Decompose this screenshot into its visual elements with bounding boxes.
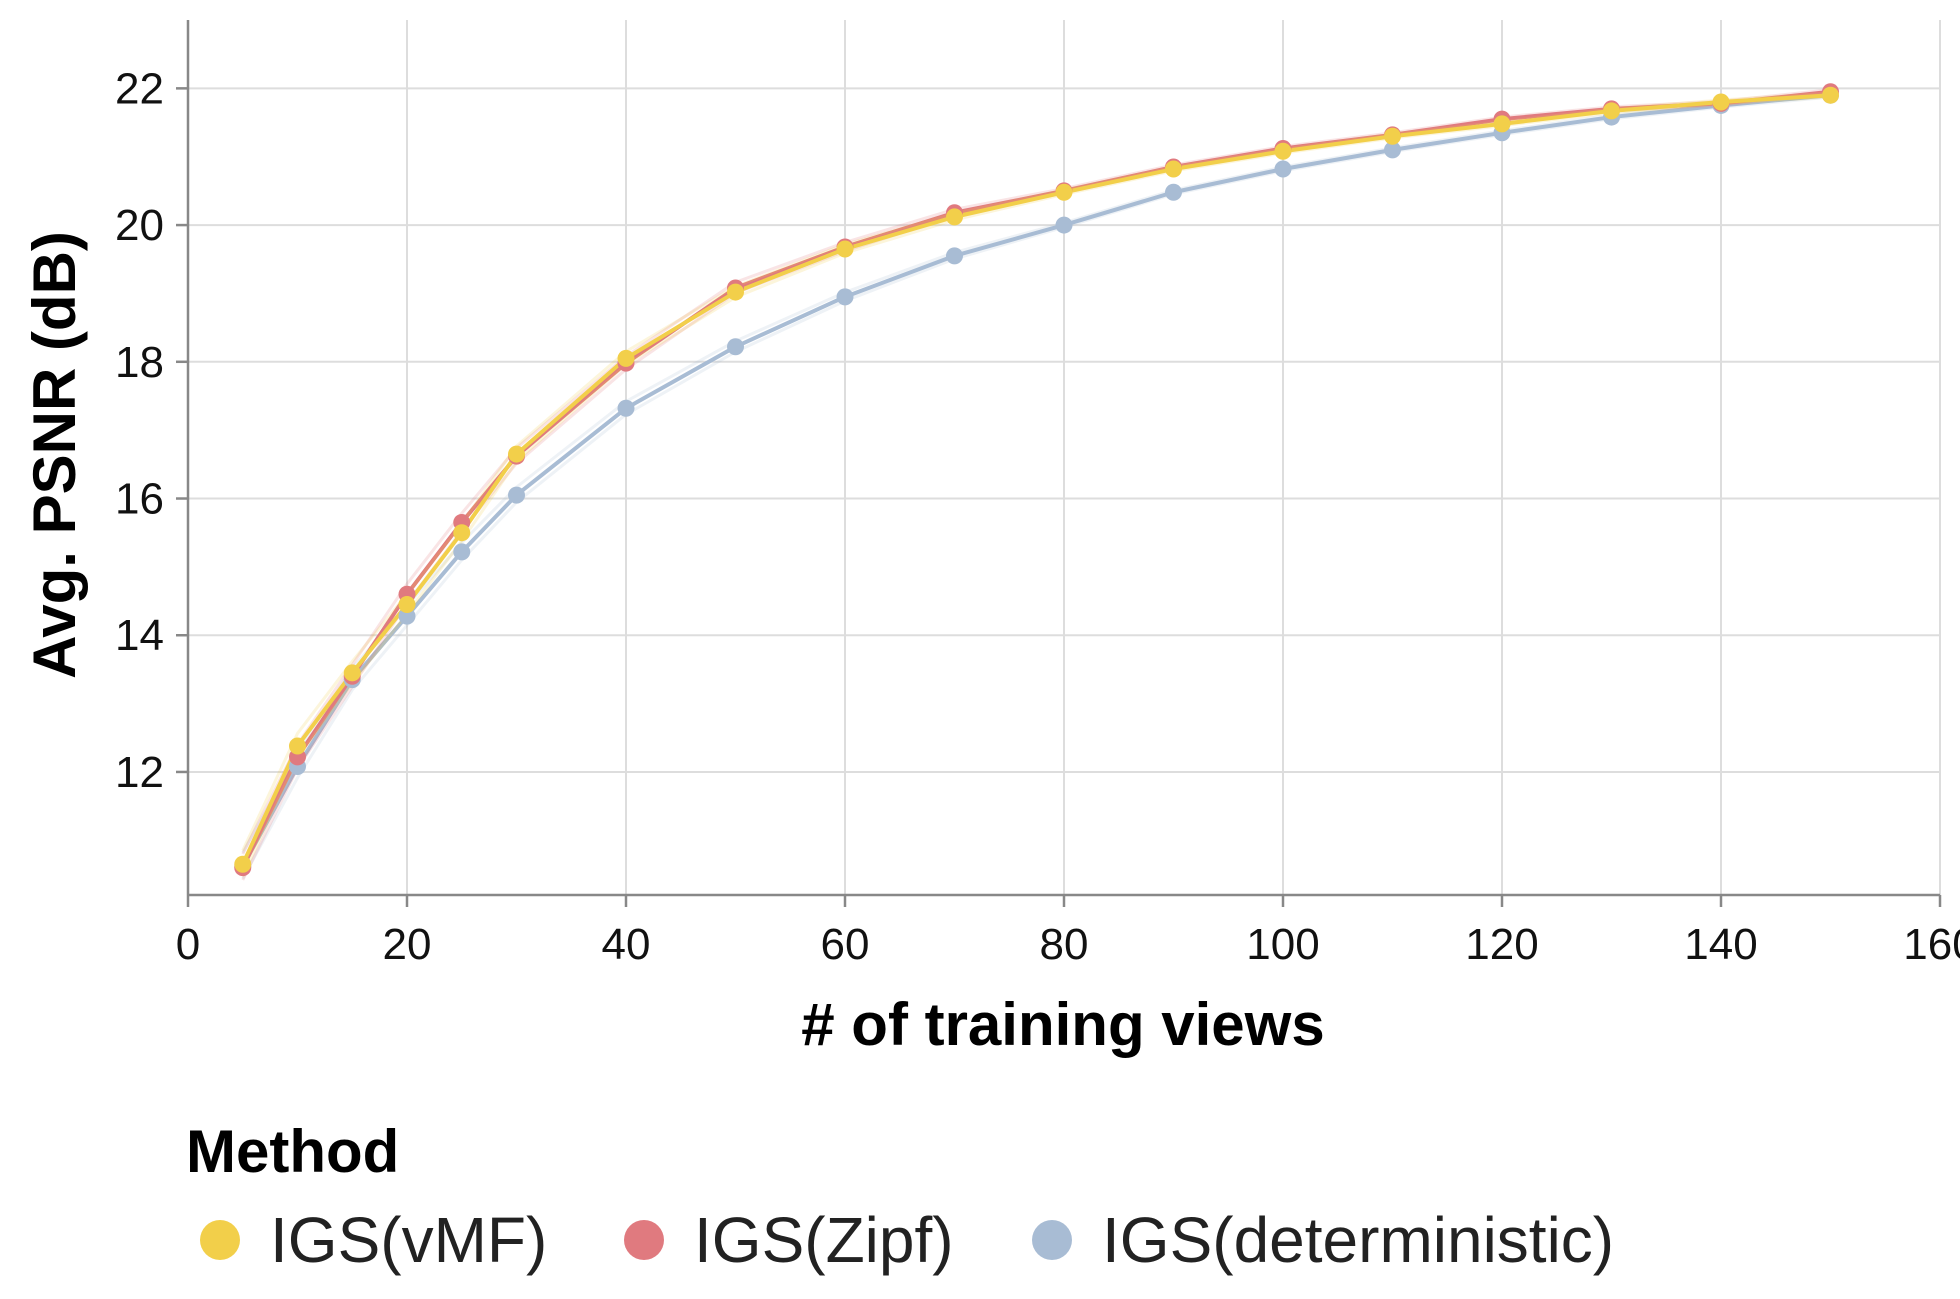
y-tick-label: 20 (115, 201, 164, 250)
y-tick-label: 12 (115, 748, 164, 797)
data-point-igs-vmf (343, 664, 361, 682)
series-run-igs-vmf (241, 95, 1831, 878)
legend-label-igs-deterministic: IGS(deterministic) (1102, 1204, 1614, 1276)
legend-label-igs-vmf: IGS(vMF) (270, 1204, 547, 1276)
y-tick-label: 16 (115, 475, 164, 524)
data-point-igs-deterministic (617, 399, 635, 417)
data-point-igs-vmf (1493, 115, 1511, 133)
data-point-igs-vmf (836, 240, 854, 258)
x-tick-label: 120 (1465, 920, 1538, 969)
x-tick-label: 100 (1246, 920, 1319, 969)
series-line-igs-deterministic (240, 93, 1831, 868)
series-line-igs-vmf (240, 93, 1831, 866)
legend-swatch-igs-deterministic (1032, 1220, 1072, 1260)
legend: Method IGS(vMF) IGS(Zipf) IGS(deterministi… (186, 1118, 1614, 1276)
data-point-igs-deterministic (398, 607, 416, 625)
data-point-igs-deterministic (1165, 183, 1182, 201)
data-point-igs-vmf (1055, 183, 1073, 201)
y-tick-label: 18 (115, 338, 164, 387)
series-lines (240, 88, 1831, 881)
series-run-igs-zipf (241, 92, 1831, 881)
series-line-igs-zipf (240, 89, 1831, 869)
data-point-igs-deterministic (453, 543, 471, 561)
data-point-igs-deterministic (1384, 141, 1401, 159)
data-point-igs-vmf (1712, 93, 1730, 111)
data-point-igs-deterministic (946, 247, 963, 265)
legend-label-igs-zipf: IGS(Zipf) (694, 1204, 954, 1276)
series-points (234, 83, 1839, 877)
x-tick-label: 140 (1684, 920, 1757, 969)
x-tick-label: 0 (176, 920, 200, 969)
data-point-igs-vmf (508, 445, 525, 463)
legend-swatch-igs-zipf (624, 1220, 664, 1260)
data-point-igs-deterministic (508, 486, 525, 504)
tick-labels: 0 20 40 60 80 100 120 140 160 12 14 16 18 20 22 (115, 64, 1960, 969)
data-point-igs-vmf (1384, 127, 1401, 145)
x-tick-label: 60 (821, 920, 870, 969)
legend-title: Method (186, 1118, 399, 1185)
y-tick-label: 14 (115, 611, 164, 660)
x-tick-label: 40 (602, 920, 651, 969)
data-point-igs-deterministic (836, 288, 854, 306)
x-tick-label: 20 (383, 920, 432, 969)
data-point-igs-vmf (453, 524, 471, 542)
data-point-igs-vmf (1274, 142, 1292, 160)
y-tick-label: 22 (115, 64, 164, 113)
data-point-igs-vmf (727, 283, 744, 301)
grid (188, 20, 1941, 895)
series-run-igs-deterministic (241, 95, 1831, 880)
x-tick-label: 160 (1903, 920, 1960, 969)
data-point-igs-vmf (1165, 160, 1182, 178)
legend-swatch-igs-vmf (200, 1220, 240, 1260)
series-run-igs-zipf (241, 88, 1831, 855)
data-point-igs-deterministic (727, 338, 744, 356)
data-point-igs-vmf (398, 595, 416, 613)
data-point-igs-deterministic (1055, 216, 1073, 234)
data-point-igs-vmf (1603, 102, 1620, 120)
y-axis-title: Avg. PSNR (dB) (21, 231, 88, 679)
data-point-igs-vmf (234, 855, 252, 873)
data-point-igs-vmf (946, 208, 963, 226)
data-point-igs-vmf (289, 737, 306, 755)
series-run-igs-vmf (241, 91, 1831, 852)
data-point-igs-vmf (1822, 86, 1839, 104)
series-run-igs-deterministic (241, 91, 1831, 854)
x-axis-title: # of training views (801, 991, 1324, 1058)
x-tick-label: 80 (1040, 920, 1089, 969)
data-point-igs-vmf (617, 349, 635, 367)
data-point-igs-deterministic (1274, 160, 1292, 178)
